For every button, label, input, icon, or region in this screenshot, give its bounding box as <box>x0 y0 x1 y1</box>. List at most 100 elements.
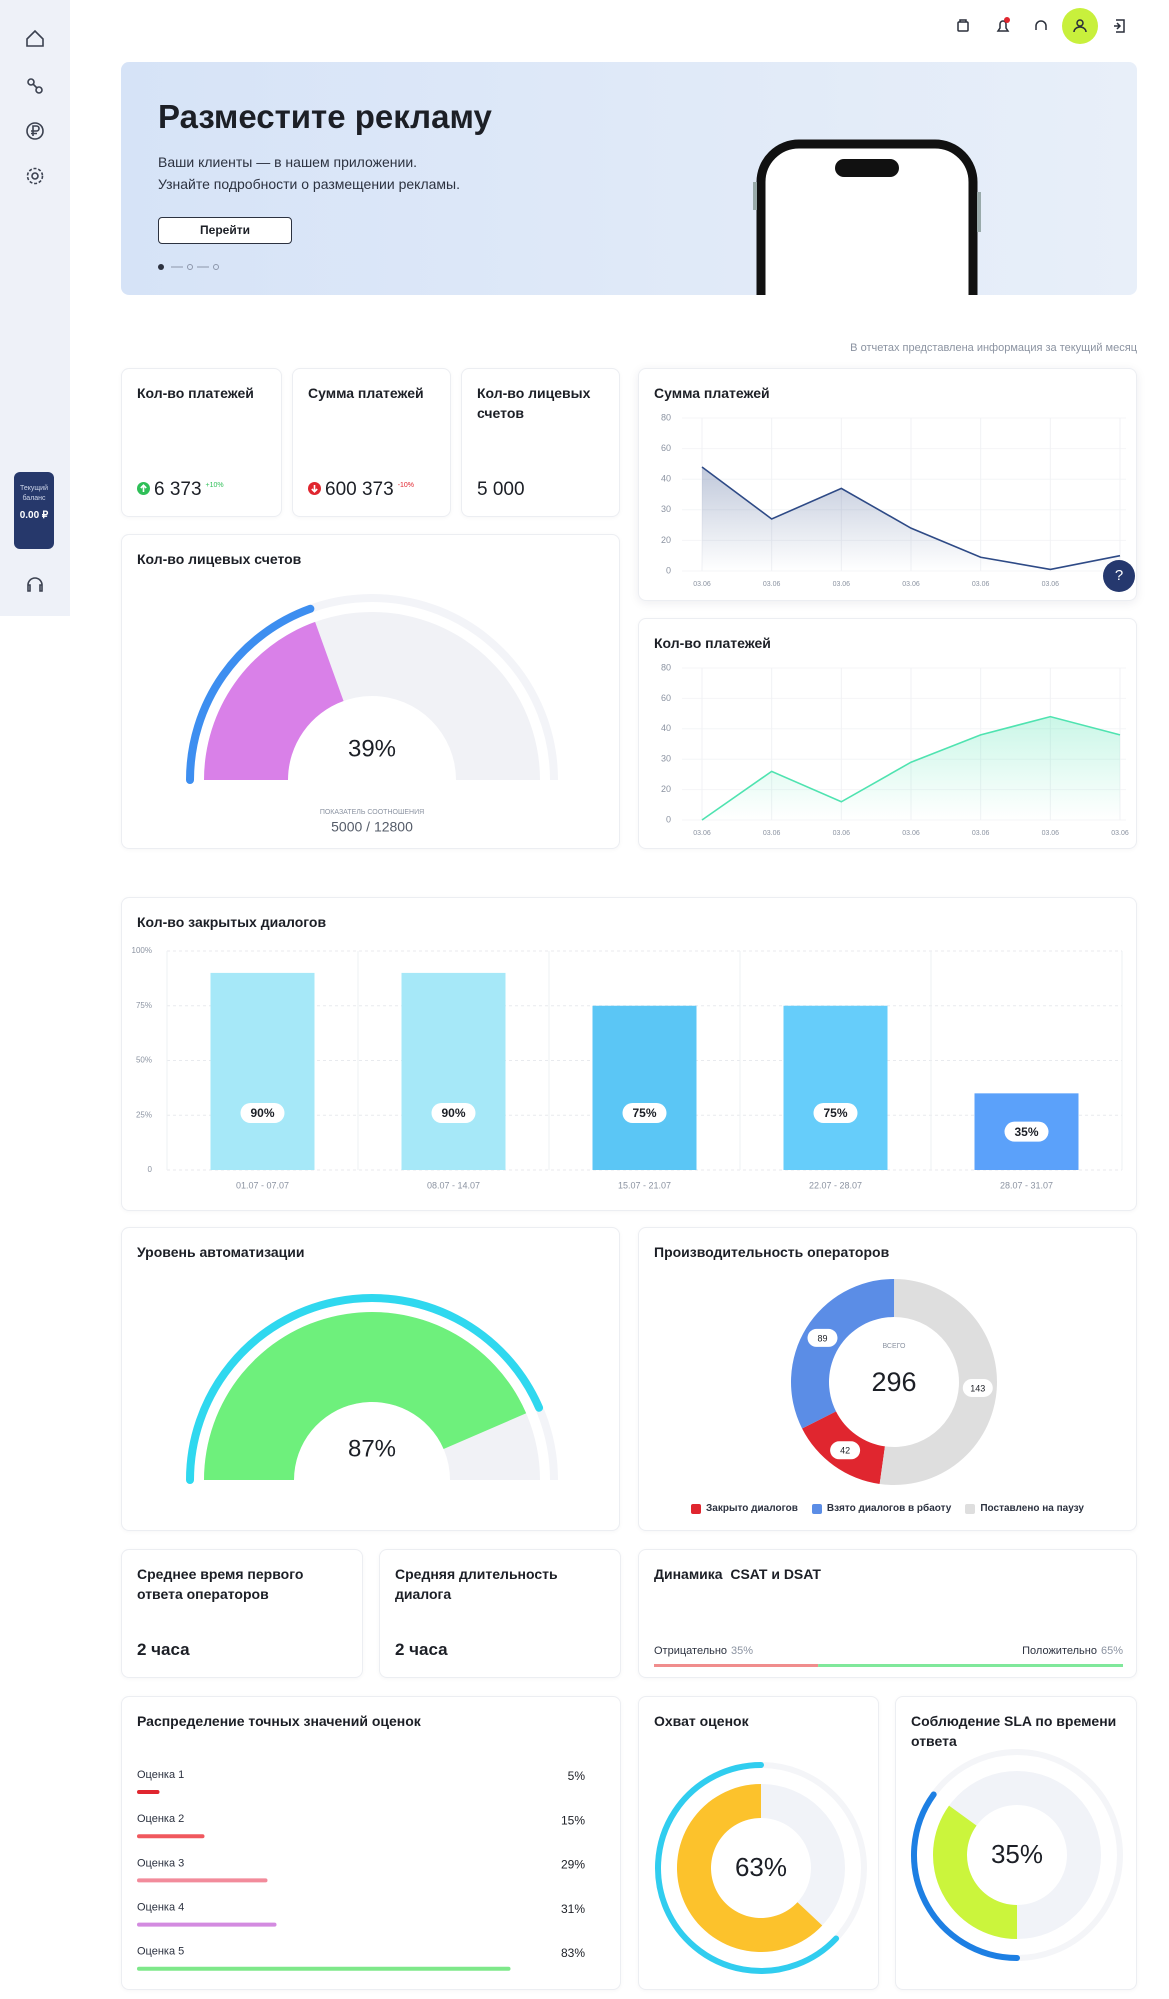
x-tick-label: 03.06 <box>972 581 990 588</box>
shop-icon[interactable] <box>957 19 969 32</box>
help-button[interactable]: ? <box>1103 560 1135 592</box>
metric-title: Среднее время первого ответа операторов <box>137 1566 304 1602</box>
settings-icon[interactable] <box>26 167 44 185</box>
support-icon[interactable] <box>27 577 43 592</box>
bar <box>137 1878 268 1883</box>
trend-arrow <box>140 484 147 492</box>
chart-card: Отрицательно 35% 65% Положительно Динамика C… <box>638 1549 1137 1678</box>
chart-card: 35% Соблюдение SLA по времени ответа <box>895 1696 1137 1990</box>
legend-swatch <box>965 1503 976 1514</box>
x-tick-label: 03.06 <box>902 830 920 837</box>
bar <box>137 1790 160 1794</box>
banner-button[interactable]: Перейти <box>158 217 292 244</box>
balance-box: Текущий баланс 0.00 ₽ <box>14 472 54 549</box>
ring-outer <box>655 1762 840 1974</box>
segment-pill <box>807 1328 838 1347</box>
y-tick-label: 80 <box>661 412 671 422</box>
line-chart: 0 20 30 40 60 80 03.06 03.06 03.06 03.06 03.06 03.0… <box>661 412 1129 588</box>
chart-card: 0 25% 50% 75% 100% 90% 01.07 - 07.07 90% 08.07 -… <box>121 897 1137 1211</box>
x-tick-label: 03.06 <box>833 830 851 837</box>
line-chart: 0 20 30 40 60 80 03.06 03.06 03.06 03.06 03.06 03.0… <box>661 662 1129 837</box>
report-note: В отчетах представлена информация за тек… <box>850 342 1137 354</box>
kpi-value: 5 000 <box>477 479 525 500</box>
x-tick-label: 08.07 - 14.07 <box>427 1180 480 1190</box>
split-segment <box>654 1664 819 1667</box>
metric-card: Средняя длительность диалога 2 часа <box>379 1549 621 1678</box>
y-tick-label: 100% <box>132 946 152 955</box>
ruble-icon[interactable] <box>26 122 44 140</box>
kpi-change: +10% <box>205 481 224 489</box>
legend-label: Закрыто диалогов <box>706 1503 798 1514</box>
row-value: 15% <box>561 1813 585 1827</box>
trend-icon-svg <box>308 482 321 495</box>
trend-icon-svg <box>137 482 150 495</box>
notifications-icon[interactable] <box>996 17 1010 32</box>
segment-pill <box>962 1378 993 1397</box>
donut-segment <box>879 1279 998 1485</box>
row-label: Оценка 2 <box>137 1813 184 1825</box>
chart-card: 87% Уровень автоматизации <box>121 1227 620 1531</box>
links-icon[interactable] <box>27 78 43 94</box>
segment-pill <box>830 1441 861 1460</box>
chart-title: Кол-во лицевых счетов <box>137 551 302 567</box>
hbar-chart: Оценка 1 5% Оценка 2 15% Оценка 3 29% Оценка 4… <box>137 1769 585 1971</box>
series-value: 35% <box>731 1645 753 1657</box>
line <box>701 715 1121 821</box>
chart-card: 0 20 30 40 60 80 03.06 03.06 03.06 03.06 03.06 03.0… <box>638 618 1137 849</box>
gauge-ring <box>186 604 315 784</box>
kpi-card: Кол-во платежей 6 373 +10% <box>121 368 282 517</box>
kpi-card: Сумма платежей 600 373 -10% <box>292 368 451 517</box>
y-tick-label: 0 <box>666 565 671 575</box>
y-tick-label: 30 <box>661 754 671 764</box>
value-pill <box>1004 1121 1049 1142</box>
gauge-fill <box>204 621 344 780</box>
y-tick-label: 30 <box>661 504 671 514</box>
row-label: Оценка 3 <box>137 1857 184 1869</box>
gauge-ratio: 5000 / 12800 <box>331 819 413 835</box>
x-tick-label: 28.07 - 31.07 <box>1000 1180 1053 1190</box>
gauge-value: 87% <box>348 1435 396 1462</box>
value-pill <box>240 1103 285 1123</box>
x-tick-label: 22.07 - 28.07 <box>809 1180 862 1190</box>
banner: Разместите рекламу Ваши клиенты — в наше… <box>121 62 1137 295</box>
phone-illustration <box>753 139 981 295</box>
logout-icon[interactable] <box>1114 19 1125 33</box>
kpi-value-row: 600 373 -10% <box>308 479 414 501</box>
support-icon[interactable] <box>1035 20 1047 30</box>
bar <box>401 972 506 1170</box>
gauge-fill <box>204 1312 527 1480</box>
legend-label: Взято диалогов в рбаоту <box>826 1503 952 1514</box>
y-tick-label: 0 <box>666 814 671 824</box>
line-area <box>702 716 1120 820</box>
row-value: 83% <box>561 1946 585 1960</box>
chart-title: Сумма платежей <box>654 385 770 401</box>
chart-card: 39% ПОКАЗАТЕЛЬ СООТНОШЕНИЯ 5000 / 12800 Кол… <box>121 534 620 849</box>
y-tick-label: 50% <box>136 1056 152 1065</box>
banner-text: Ваши клиенты — в нашем приложении. <box>158 154 418 170</box>
bar <box>783 1005 888 1170</box>
gauge-chart: 87% <box>186 1294 558 1484</box>
chart-title: Динамика CSAT и DSAT <box>654 1566 821 1582</box>
trend-arrow <box>311 485 318 493</box>
kpi-value-row: 5 000 <box>477 479 525 501</box>
home-icon[interactable] <box>26 29 44 47</box>
kpi-value-row: 6 373 +10% <box>137 479 224 501</box>
chart-title: Производительность операторов <box>654 1244 890 1260</box>
value-label: 75% <box>823 1106 847 1120</box>
metric-value: 2 часа <box>137 1640 190 1659</box>
chart-title: Соблюдение SLA по времени ответа <box>911 1713 1117 1749</box>
series-name: Положительно <box>1022 1645 1097 1657</box>
segment-label: 143 <box>970 1383 985 1393</box>
kpi-change: -10% <box>397 481 415 489</box>
x-tick-label: 01.07 - 07.07 <box>236 1180 289 1190</box>
row-label: Оценка 4 <box>137 1902 184 1914</box>
chart-title: Кол-во закрытых диалогов <box>137 914 327 930</box>
chart-title: Распределение точных значений оценок <box>137 1713 421 1729</box>
legend-swatch <box>811 1503 822 1514</box>
y-tick-label: 20 <box>661 784 671 794</box>
legend-label: Поставлено на паузу <box>980 1503 1084 1514</box>
x-tick-label: 03.06 <box>972 830 990 837</box>
x-tick-label: 03.06 <box>833 581 851 588</box>
avatar[interactable] <box>1062 8 1098 44</box>
